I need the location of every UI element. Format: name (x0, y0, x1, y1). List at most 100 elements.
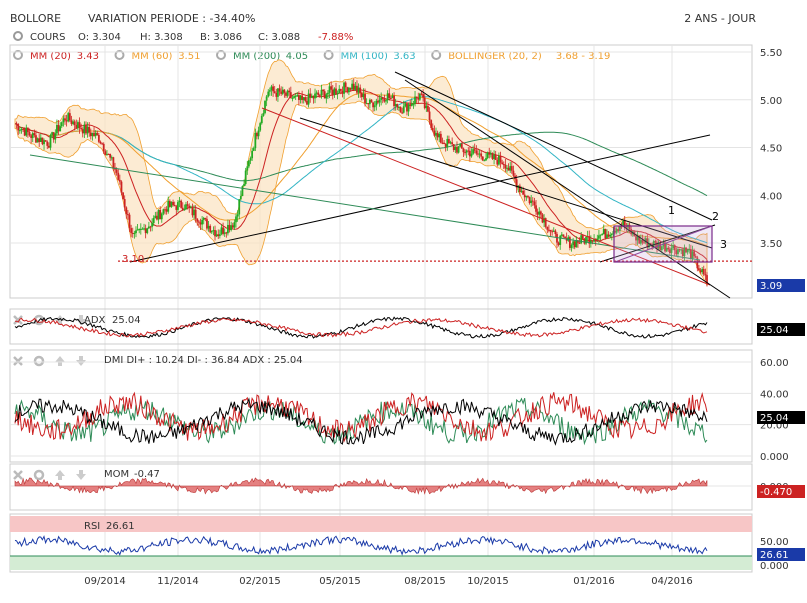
candle-body (410, 103, 413, 106)
candle-body (618, 226, 621, 231)
price-tick-label: 3.50 (760, 239, 782, 250)
candle-body (522, 190, 525, 195)
gear-icon[interactable] (114, 50, 125, 60)
candle-body (604, 228, 607, 239)
candle-body (331, 89, 334, 95)
candle-body (133, 233, 136, 235)
arrow-up-icon[interactable] (55, 315, 65, 325)
overlay-label: MM (200) (233, 51, 280, 62)
close-icon[interactable] (13, 470, 23, 480)
x-tick-label: 01/2016 (573, 576, 615, 587)
candle-body (230, 225, 233, 231)
candle-body (201, 219, 204, 225)
candle-body (668, 249, 671, 253)
candle-body (252, 148, 255, 151)
candle-body (64, 118, 66, 121)
gear-icon[interactable] (431, 50, 442, 60)
arrow-down-icon[interactable] (76, 470, 86, 480)
candle-body (349, 87, 352, 90)
candle-body (299, 95, 302, 100)
candle-body (17, 124, 20, 131)
gear-icon[interactable] (216, 50, 226, 60)
close-icon[interactable] (13, 356, 23, 366)
candle-body (404, 103, 407, 107)
arrow-down-icon[interactable] (76, 356, 86, 366)
candle-body (543, 218, 545, 223)
dmi-panel: 60.00 40.00 20.00 0.000 25.04 (9, 349, 805, 463)
variation-text: VARIATION PERIODE : -34.40% (88, 12, 255, 25)
candle-body (533, 201, 536, 206)
adx-label: ADX (84, 315, 106, 326)
panel-tick-label: 60.00 (760, 358, 789, 369)
arrow-up-icon[interactable] (55, 470, 65, 480)
arrow-up-icon[interactable] (55, 356, 65, 366)
candle-body (18, 130, 21, 132)
overlay-legend-item[interactable]: MM (60) 3.51 (114, 50, 201, 62)
period-text: 2 ANS - JOUR (684, 12, 756, 25)
candle-body (409, 104, 412, 106)
panel-badge-text: 25.04 (760, 413, 789, 424)
gear-icon[interactable] (323, 50, 334, 60)
candle-body (225, 232, 228, 234)
candle-body (164, 209, 166, 211)
candle-body (241, 186, 244, 197)
candle-body (209, 225, 212, 233)
candle-body (548, 229, 550, 231)
candle-body (564, 236, 566, 239)
arrow-down-icon[interactable] (76, 315, 86, 325)
candle-body (691, 251, 694, 259)
candle-body (454, 146, 457, 151)
overlay-legend-item[interactable]: MM (100) 3.63 (323, 50, 416, 62)
candle-body (343, 82, 345, 94)
overlay-legend-item[interactable]: MM (200) 4.05 (216, 50, 308, 62)
overlay-label: MM (60) (132, 51, 173, 62)
candle-body (531, 200, 534, 202)
candle-body (354, 85, 357, 90)
x-tick-label: 10/2015 (467, 576, 509, 587)
candle-body (475, 150, 478, 154)
steep-down-line (404, 79, 731, 299)
wedge-line (599, 224, 716, 263)
overlay-value: 4.05 (286, 51, 308, 62)
candle-body (698, 268, 700, 271)
gear-icon[interactable] (33, 469, 45, 481)
candle-body (515, 179, 518, 188)
candle-body (625, 226, 628, 228)
candle-body (85, 124, 87, 134)
candle-body (452, 144, 455, 151)
candle-body (339, 88, 342, 91)
main-panel-frame (9, 44, 753, 299)
panel-badge-text: 26.61 (760, 550, 789, 561)
candle-body (648, 243, 650, 248)
candle-body (177, 202, 179, 210)
close-icon[interactable] (13, 315, 23, 325)
candle-body (527, 195, 529, 198)
candle-body (117, 172, 120, 180)
overlay-legend-item[interactable]: MM (20) 3.43 (13, 50, 99, 62)
x-tick-label: 09/2014 (84, 576, 126, 587)
adx-line (14, 316, 708, 339)
candle-body (75, 125, 78, 129)
candle-body (689, 249, 692, 259)
candle-body (580, 235, 583, 244)
overlay-legend-item[interactable]: BOLLINGER (20, 2) 3.68 - 3.19 (431, 50, 610, 62)
candle-body (97, 134, 100, 142)
candle-body (377, 100, 379, 103)
candle-body (704, 274, 707, 276)
candle-body (673, 245, 676, 251)
candle-body (489, 153, 492, 155)
candle-body (107, 153, 110, 155)
price-tick-label: 4.00 (760, 191, 782, 202)
candle-body (277, 88, 279, 97)
candle-body (557, 242, 560, 245)
gear-icon[interactable] (13, 50, 23, 60)
gear-icon[interactable] (13, 31, 23, 41)
gear-icon[interactable] (33, 355, 45, 367)
candle-body (344, 82, 347, 88)
symbol-title: BOLLORE (10, 12, 61, 25)
candle-body (136, 229, 139, 231)
candle-body (575, 240, 578, 248)
candle-body (204, 217, 207, 220)
